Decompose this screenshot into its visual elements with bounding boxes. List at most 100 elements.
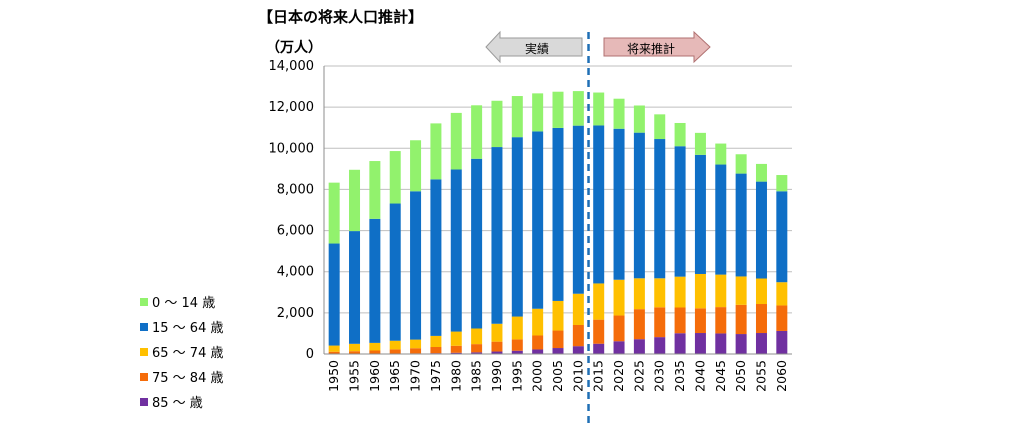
bar-segment <box>328 243 340 346</box>
bar-segment <box>613 128 625 280</box>
bar-segment <box>471 158 483 329</box>
bar-segment <box>674 146 686 277</box>
bar-segment <box>471 105 483 159</box>
bar-segment <box>633 278 645 310</box>
bar-segment <box>776 175 788 192</box>
y-tick-label: 8,000 <box>277 182 314 197</box>
bar-segment <box>369 350 381 354</box>
bar-segment <box>633 132 645 279</box>
bar-stack-2030 <box>654 114 666 354</box>
x-tick-label: 1975 <box>428 360 443 392</box>
bar-segment <box>593 92 605 126</box>
bar-segment <box>776 282 788 306</box>
bar-segment <box>369 161 381 219</box>
bar-segment <box>572 324 584 347</box>
bar-segment <box>613 315 625 342</box>
bar-segment <box>593 125 605 284</box>
bar-stack-1970 <box>410 140 422 354</box>
bar-segment <box>593 319 605 344</box>
bar-segment <box>349 343 361 352</box>
bar-segment <box>735 173 747 277</box>
y-tick-label: 14,000 <box>269 59 315 74</box>
bar-segment <box>471 344 483 353</box>
bar-segment <box>735 304 747 335</box>
legend: 0 ～ 14 歳 15 ～ 64 歳 65 ～ 74 歳 75 ～ 84 歳 85 ～ … <box>140 296 223 411</box>
bar-segment <box>389 151 401 204</box>
bar-segment <box>410 348 422 354</box>
bar-segment <box>715 307 727 334</box>
bar-segment <box>471 352 483 354</box>
x-tick-label: 1985 <box>469 360 484 392</box>
bar-segment <box>715 333 727 354</box>
bar-stack-2000 <box>532 93 544 354</box>
legend-label: 85 ～ 歳 <box>152 396 203 411</box>
bar-segment <box>654 114 666 140</box>
x-tick-label: 2005 <box>550 360 565 392</box>
bar-stack-1985 <box>471 105 483 354</box>
bar-segment <box>694 132 706 155</box>
bar-segment <box>613 98 625 129</box>
bar-segment <box>674 307 686 334</box>
bar-segment <box>328 345 340 352</box>
x-axis-ticks: 1950 1955 1960 1965 1970 1975 1980 1985 1990 1995… <box>326 360 789 392</box>
bar-segment <box>450 352 462 354</box>
bar-stack-1975 <box>430 123 442 354</box>
bar-segment <box>430 123 442 180</box>
legend-label: 75 ～ 84 歳 <box>152 371 223 386</box>
actual-arrow: 実績 <box>485 30 583 64</box>
x-tick-label: 1950 <box>326 360 341 392</box>
x-tick-label: 2055 <box>753 360 768 392</box>
bar-stack-2035 <box>674 122 686 354</box>
x-tick-label: 2010 <box>570 360 585 392</box>
legend-swatch <box>140 323 148 331</box>
legend-swatch <box>140 398 148 406</box>
forecast-arrow-label: 将来推計 <box>627 41 675 56</box>
bar-segment <box>715 164 727 275</box>
bar-segment <box>593 283 605 320</box>
bar-segment <box>572 125 584 294</box>
x-tick-label: 1980 <box>448 360 463 392</box>
bar-stack-1980 <box>450 112 462 354</box>
forecast-arrow-shape <box>603 30 711 64</box>
bar-segment <box>613 341 625 354</box>
bar-stack-1955 <box>349 169 361 354</box>
bar-stack-2055 <box>755 163 767 354</box>
bar-segment <box>511 350 523 354</box>
bar-segment <box>694 308 706 334</box>
x-tick-label: 2020 <box>611 360 626 392</box>
bar-segment <box>572 293 584 325</box>
bar-stack-1950 <box>328 182 340 354</box>
y-axis-ticks: 0 2,000 4,000 6,000 8,000 10,000 12,000 14,000 <box>269 59 315 362</box>
x-tick-label: 2040 <box>692 360 707 392</box>
bar-segment <box>776 330 788 354</box>
x-tick-label: 1990 <box>489 360 504 392</box>
x-tick-label: 1955 <box>347 360 362 392</box>
bar-stack-2060 <box>776 175 788 354</box>
y-tick-label: 4,000 <box>277 265 314 280</box>
legend-swatch <box>140 373 148 381</box>
bar-segment <box>410 140 422 192</box>
y-tick-label: 0 <box>306 347 314 362</box>
bar-segment <box>389 340 401 350</box>
bar-segment <box>755 333 767 354</box>
bar-segment <box>654 278 666 308</box>
bar-segment <box>755 278 767 305</box>
bar-segment <box>389 203 401 341</box>
x-tick-label: 2050 <box>733 360 748 392</box>
x-tick-label: 2000 <box>530 360 545 392</box>
bar-stack-1965 <box>389 151 401 354</box>
bar-segment <box>491 341 503 352</box>
bar-segment <box>532 308 544 336</box>
bar-segment <box>389 349 401 354</box>
x-tick-label: 1970 <box>408 360 423 392</box>
bar-segment <box>715 274 727 308</box>
bar-segment <box>633 339 645 354</box>
bar-segment <box>694 273 706 309</box>
bar-segment <box>410 339 422 349</box>
bar-segment <box>491 100 503 148</box>
bar-segment <box>674 333 686 354</box>
bar-segment <box>572 346 584 354</box>
bar-segment <box>735 334 747 354</box>
bar-segment <box>572 91 584 126</box>
